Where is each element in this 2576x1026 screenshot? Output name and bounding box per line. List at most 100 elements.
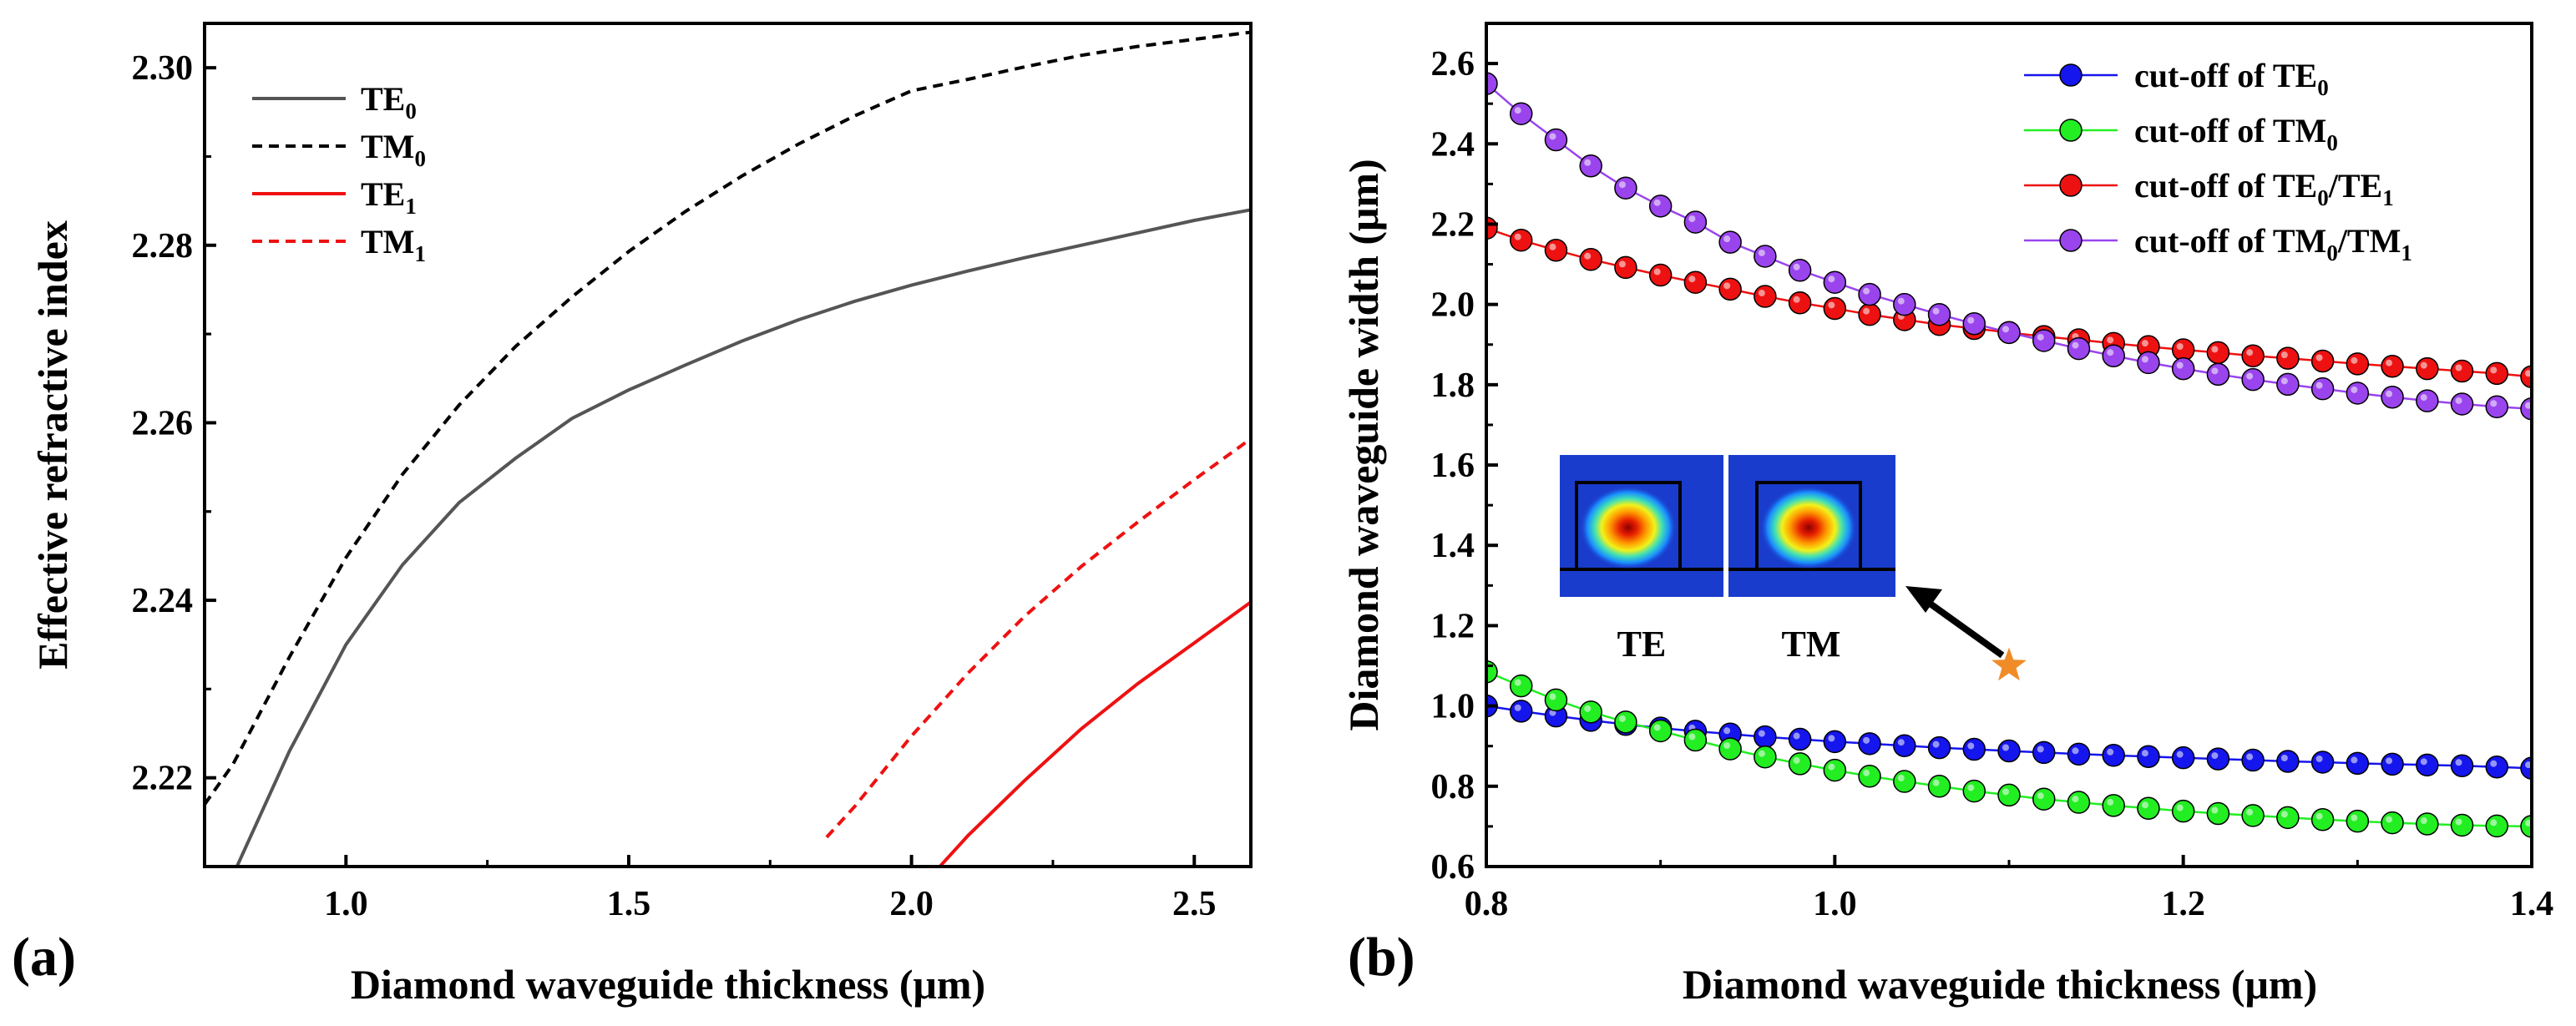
b-series-3-point-highlight <box>1932 307 1940 315</box>
b-series-2-point-highlight <box>1618 260 1626 268</box>
b-series-1-point <box>2346 809 2370 833</box>
b-x-tick-label: 1.0 <box>1813 885 1857 923</box>
b-y-tick-label: 2.6 <box>1431 45 1475 83</box>
b-series-2-point-highlight <box>1863 307 1870 315</box>
b-series-0-point <box>2346 751 2370 776</box>
a-legend-label: TE1 <box>361 175 417 219</box>
b-series-3-point-highlight <box>2246 372 2254 380</box>
b-series-0-point-highlight <box>1967 742 1975 750</box>
b-series-1-point-highlight <box>2315 812 2323 820</box>
panel-a-series <box>205 30 1251 867</box>
b-series-0-point <box>1893 734 1916 757</box>
b-series-1-point <box>2067 791 2091 814</box>
b-series-0-point <box>2450 754 2474 778</box>
b-series-0-point <box>1927 735 1951 760</box>
b-legend-label: cut-off of TE0 <box>2134 57 2329 100</box>
b-series-3-point <box>2032 329 2056 352</box>
b-series-1-point-highlight <box>1549 693 1556 700</box>
panel-a-label: (a) <box>12 927 76 988</box>
b-series-3-point <box>1893 292 1916 316</box>
b-series-1-point-highlight <box>1688 733 1696 740</box>
panel-b-x-axis-title: Diamond waveguide thickness (μm) <box>1683 961 2317 1008</box>
b-series-3-point-highlight <box>1967 316 1975 324</box>
b-series-3-point <box>2485 395 2509 419</box>
panel-a-y-axis-title: Effective refractive index <box>29 220 76 670</box>
b-series-3-point-highlight <box>2280 377 2288 385</box>
b-series-3-point <box>2137 351 2160 375</box>
b-series-0-point-highlight <box>2420 758 2427 766</box>
b-series-3-point <box>1486 72 1498 95</box>
b-series-2-point <box>2276 346 2300 370</box>
b-series-1-point <box>2485 814 2509 838</box>
b-series-1-point <box>2137 796 2160 821</box>
b-series-2-point <box>1579 248 1602 271</box>
b-series-0-point-highlight <box>1793 732 1800 740</box>
b-series-1-point <box>1823 758 1847 782</box>
b-series-2-point-highlight <box>2386 359 2393 366</box>
b-series-0-point <box>2416 753 2439 777</box>
b-series-1-point-highlight <box>2037 792 2044 800</box>
panel-a-x-ticks: 1.0 1.5 2.0 2.5 <box>324 855 1217 923</box>
b-series-1-point-highlight <box>2176 804 2184 811</box>
b-series-0-point <box>1997 739 2021 763</box>
b-series-2-point-highlight <box>1828 301 1835 309</box>
a-y-tick-label: 2.30 <box>132 49 194 88</box>
a-series-line-tm0 <box>205 30 1251 806</box>
b-series-0-point <box>2381 752 2404 776</box>
b-series-0-point <box>1823 730 1847 754</box>
panel-b-label: (b) <box>1348 927 1415 988</box>
b-series-3-point-highlight <box>1897 297 1905 305</box>
b-y-tick-label: 1.8 <box>1431 366 1475 405</box>
b-series-3-point <box>2241 367 2265 392</box>
b-series-0-point <box>2276 750 2300 773</box>
b-series-3-point-highlight <box>1828 275 1835 283</box>
b-series-3-point-highlight <box>1723 235 1731 243</box>
b-series-1-point <box>2241 804 2265 827</box>
b-series-2-point <box>2416 356 2439 381</box>
b-series-3-point <box>1683 210 1708 234</box>
b-series-2-point-highlight <box>1653 268 1661 275</box>
b-series-2-point <box>1858 302 1881 326</box>
b-series-3-point-highlight <box>2107 349 2114 356</box>
b-series-1-point-highlight <box>1793 756 1800 764</box>
b-legend-label: cut-off of TM0/TM1 <box>2134 222 2412 265</box>
b-series-0-point-highlight <box>1897 739 1905 746</box>
b-series-2-point <box>1718 277 1742 301</box>
b-series-3-point-highlight <box>2315 382 2323 389</box>
b-series-1-point-highlight <box>2246 808 2254 816</box>
b-y-tick-label: 1.2 <box>1431 607 1475 645</box>
b-series-2-point <box>2241 344 2265 367</box>
b-series-1-point-highlight <box>2107 798 2114 806</box>
b-series-3-point-highlight <box>2072 341 2079 349</box>
mode-profile-inset: TE TM <box>1560 455 2005 665</box>
b-series-2-point <box>1648 263 1673 287</box>
b-y-tick-label: 1.4 <box>1431 527 1475 565</box>
b-series-1-point-highlight <box>2386 816 2393 823</box>
b-series-0-point <box>1962 737 1986 761</box>
b-series-3-point <box>2346 382 2370 405</box>
b-series-3-point <box>2276 372 2300 397</box>
b-series-3-point <box>2171 356 2195 381</box>
panel-a-x-axis-title: Diamond waveguide thickness (μm) <box>351 961 985 1008</box>
b-series-2-point <box>2485 361 2509 386</box>
b-series-1-point-highlight <box>1758 750 1765 757</box>
b-legend-label: cut-off of TE0/TE1 <box>2134 167 2394 210</box>
b-series-1-point <box>2032 787 2056 811</box>
b-series-0-point-highlight <box>2280 754 2288 761</box>
b-series-3-point <box>2381 386 2404 409</box>
b-y-tick-label: 2.0 <box>1431 286 1475 325</box>
b-series-2-point <box>1683 270 1708 294</box>
panel-a-y-ticks: 2.22 2.24 2.26 2.28 2.30 <box>132 49 216 868</box>
b-series-3-point-highlight <box>2176 361 2184 369</box>
b-series-3-point-highlight <box>2455 397 2462 404</box>
b-series-0-point <box>2310 751 2335 774</box>
panel-b-x-ticks: 0.8 1.0 1.2 1.4 <box>1465 855 2553 923</box>
b-series-1-point-highlight <box>2280 811 2288 818</box>
b-series-0-point <box>2032 740 2056 765</box>
b-series-2-point <box>1754 285 1777 308</box>
b-series-1-point-highlight <box>1584 705 1592 712</box>
panel-b-y-ticks: 0.6 0.8 1.0 1.2 1.4 1.6 1.8 2.0 2.2 2.4 2.6 <box>1431 45 1498 887</box>
b-y-tick-label: 0.8 <box>1431 768 1475 806</box>
b-series-3-point <box>2206 362 2230 387</box>
b-series-3-point-highlight <box>2211 367 2219 375</box>
